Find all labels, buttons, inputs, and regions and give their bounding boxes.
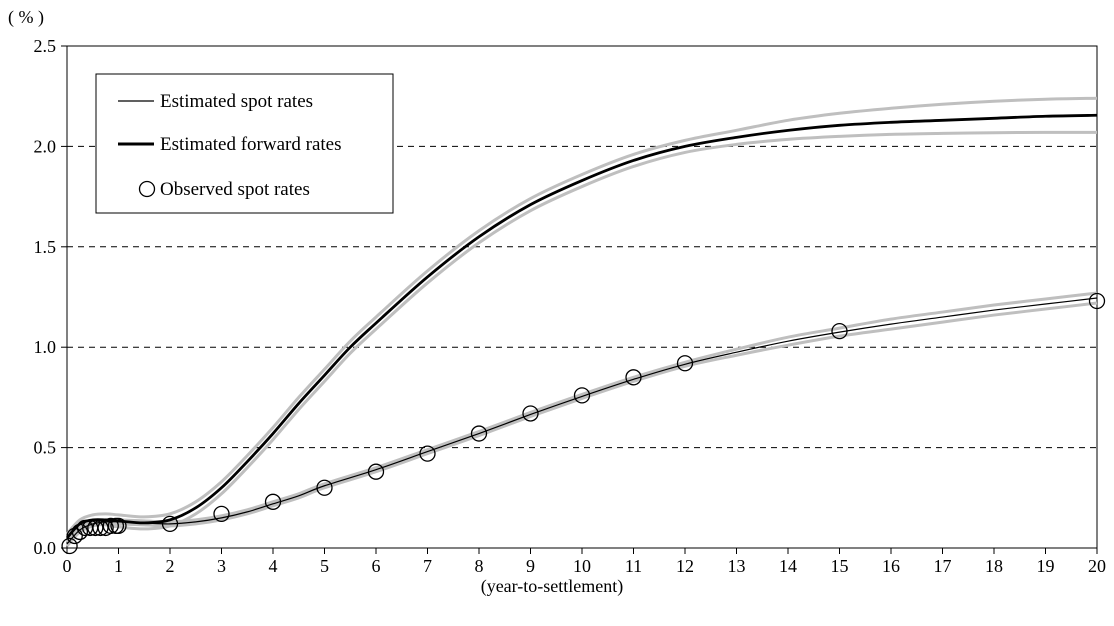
observed-point	[573, 387, 591, 404]
legend: Estimated spot rates Estimated forward r…	[95, 73, 394, 214]
x-tick-label: 6	[372, 556, 381, 576]
observed-point	[470, 425, 488, 442]
series-line-0	[66, 297, 1098, 545]
x-axis-label: (year-to-settlement)	[481, 576, 624, 597]
x-tick-label: 0	[63, 556, 72, 576]
observed-point	[92, 519, 109, 537]
x-tick-label: 15	[831, 556, 849, 576]
observed-point	[110, 517, 127, 535]
x-tick-label: 19	[1037, 556, 1055, 576]
observed-point	[625, 369, 642, 386]
observed-points	[61, 292, 1106, 555]
band-upper-1	[65, 96, 1098, 535]
axes: 0.00.51.01.52.02.50 1 2 3 4 5 6 7 8 9 10 11 12 13 14 15…	[34, 36, 1107, 576]
x-tick-label: 13	[728, 556, 746, 576]
observed-point	[1088, 292, 1106, 310]
gridlines	[67, 145, 1097, 449]
observed-point	[66, 527, 83, 545]
x-tick-label: 17	[934, 556, 952, 576]
observed-point	[61, 537, 78, 555]
y-tick-label: 0.5	[34, 438, 57, 458]
y-tick-label: 2.5	[34, 36, 57, 56]
observed-point	[71, 523, 89, 541]
confidence-bands	[65, 96, 1098, 548]
y-axis-unit-label: ( % )	[8, 7, 44, 28]
band-lower-1	[65, 130, 1098, 543]
observed-point	[419, 445, 436, 462]
x-tick-label: 12	[676, 556, 694, 576]
observed-point	[316, 479, 333, 496]
band-upper-0	[65, 291, 1098, 543]
x-tick-label: 1	[114, 556, 123, 576]
x-tick-label: 7	[423, 556, 432, 576]
observed-point	[264, 493, 282, 510]
legend-label-spot-rates: Estimated spot rates	[160, 91, 313, 112]
y-tick-label: 1.5	[34, 237, 57, 257]
band-lower-0	[65, 301, 1098, 548]
observed-point	[213, 505, 230, 523]
observed-point	[367, 463, 385, 480]
x-tick-label: 10	[573, 556, 591, 576]
series-lines	[65, 113, 1098, 545]
x-tick-label: 20	[1088, 556, 1106, 576]
y-tick-label: 1.0	[34, 337, 57, 357]
x-tick-label: 2	[166, 556, 175, 576]
legend-label-observed: Observed spot rates	[160, 179, 310, 200]
series-line-1	[65, 113, 1098, 539]
observed-point	[87, 519, 104, 537]
y-tick-label: 0.0	[34, 538, 57, 558]
legend-swatch-observed	[138, 180, 156, 198]
x-tick-label: 3	[217, 556, 226, 576]
observed-point	[522, 405, 539, 422]
x-tick-label: 18	[985, 556, 1003, 576]
x-tick-label: 8	[475, 556, 484, 576]
legend-label-forward-rates: Estimated forward rates	[160, 134, 341, 155]
x-tick-label: 9	[526, 556, 535, 576]
x-tick-label: 11	[625, 556, 642, 576]
x-tick-label: 5	[320, 556, 329, 576]
y-tick-label: 2.0	[34, 136, 57, 156]
observed-point	[102, 517, 119, 535]
x-tick-label: 14	[779, 556, 797, 576]
x-tick-label: 16	[882, 556, 900, 576]
observed-point	[676, 355, 694, 372]
observed-point	[831, 322, 848, 340]
x-tick-label: 4	[269, 556, 278, 576]
observed-point	[161, 515, 179, 533]
